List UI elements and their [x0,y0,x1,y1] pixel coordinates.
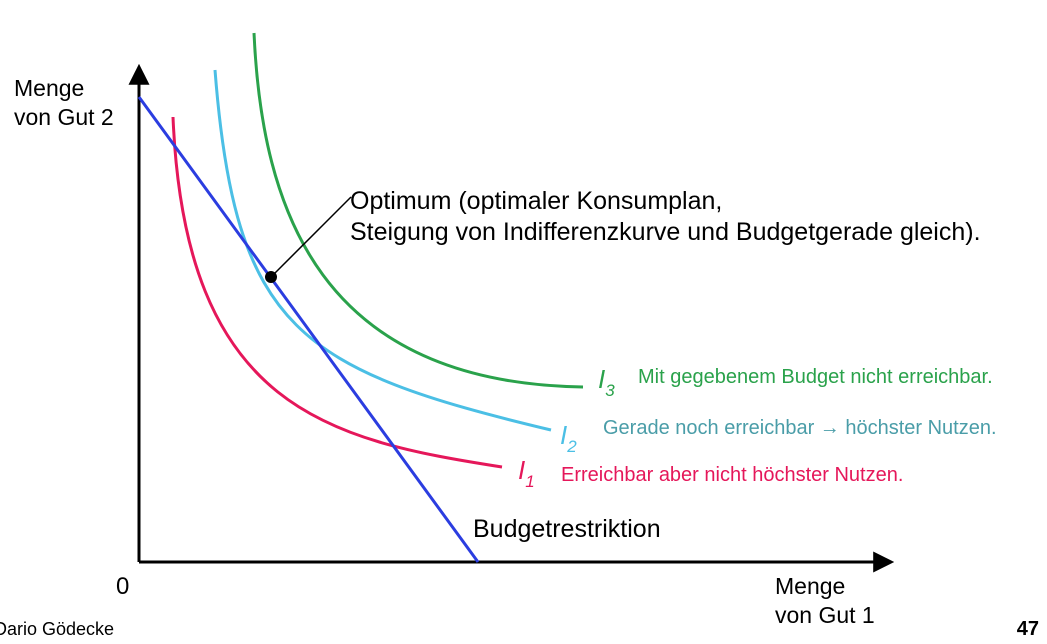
budget-line [137,96,480,563]
curve-label-i2: I2 [560,420,577,456]
indifference-curve-3 [252,32,584,389]
optimum-point [265,271,277,283]
curve-label-i1: I1 [518,455,535,491]
curve-description-i2: Gerade noch erreichbar → höchster Nutzen… [603,417,997,439]
origin-label: 0 [116,573,130,600]
optimum-annotation: Optimum (optimaler Konsumplan, Steigung … [350,187,981,247]
curve-label-i3: I3 [598,364,615,400]
curve-description-i1: Erreichbar aber nicht höchster Nutzen. [561,464,904,486]
footer-author: Dario Gödecke [0,619,115,639]
curve-description-i3: Mit gegebenem Budget nicht erreichbar. [638,366,993,388]
optimum-leader-line [270,196,352,278]
indifference-curve-1 [171,116,503,469]
indifference-curve-2 [213,69,552,432]
budget-label: Budgetrestriktion [473,515,661,543]
y-axis-label: Menge von Gut 2 [14,75,114,131]
x-axis-label: Menge von Gut 1 [775,573,875,629]
page-number: 47 [1016,618,1039,640]
